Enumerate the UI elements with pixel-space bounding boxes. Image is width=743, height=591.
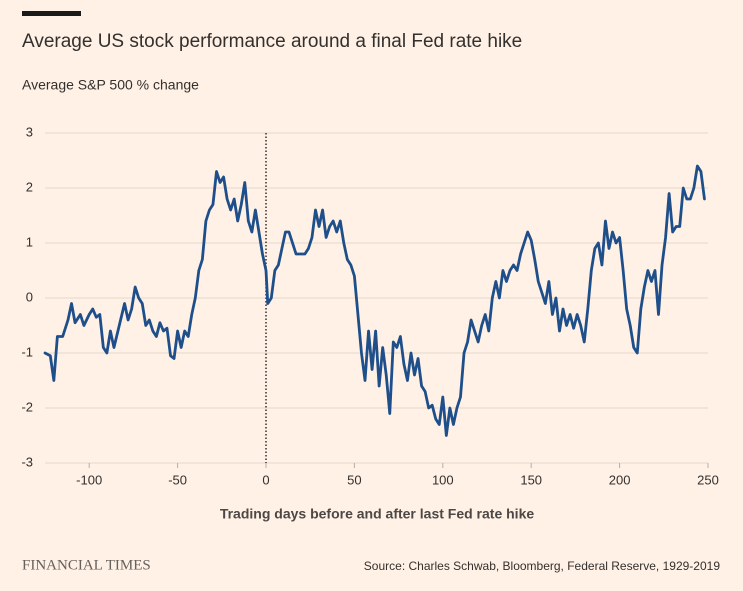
y-tick-label: -2 <box>21 399 33 414</box>
x-tick-label: 50 <box>347 472 361 487</box>
x-tick-label: -50 <box>168 472 187 487</box>
y-tick-label: 3 <box>26 124 33 139</box>
y-tick-label: 2 <box>26 179 33 194</box>
y-tick-label: -1 <box>21 344 33 359</box>
x-tick-label: 250 <box>697 472 719 487</box>
brand: FINANCIAL TIMES <box>22 557 151 573</box>
chart-subtitle: Average S&P 500 % change <box>22 77 199 93</box>
brand-bar <box>22 11 81 16</box>
chart-title: Average US stock performance around a fi… <box>22 31 522 52</box>
x-tick-label: -100 <box>76 472 102 487</box>
y-tick-label: -3 <box>21 454 33 469</box>
x-axis-label: Trading days before and after last Fed r… <box>220 506 535 522</box>
x-tick-label: 150 <box>520 472 542 487</box>
x-tick-label: 200 <box>609 472 631 487</box>
data-line <box>43 164 706 437</box>
x-tick-label: 0 <box>262 472 269 487</box>
plot-area: -3 -2 -1 0 1 2 3 -100 -50 0 50 100 150 200 250 <box>21 124 718 487</box>
y-tick-label: 0 <box>26 289 33 304</box>
x-tick-label: 100 <box>432 472 454 487</box>
y-tick-label: 1 <box>26 234 33 249</box>
source: Source: Charles Schwab, Bloomberg, Feder… <box>364 559 721 573</box>
